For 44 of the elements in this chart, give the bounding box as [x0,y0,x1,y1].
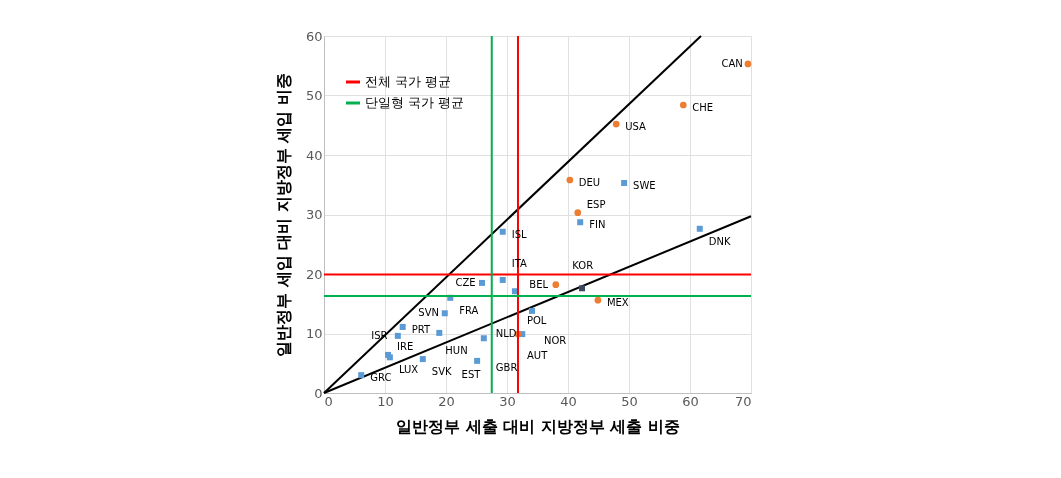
y-tick-label: 30 [305,207,323,222]
annotation: EST [461,368,482,380]
annotation: DNK [708,235,731,247]
annotation: SVN [418,307,439,319]
annotation: CZE [455,276,476,288]
annotation: GRC [370,372,392,384]
x-tick-label: 10 [377,393,394,409]
legend-label: 전체 국가 평균 [365,74,452,89]
annotation: DEU [578,176,601,188]
y-tick-label: 50 [305,88,323,103]
annotation: LUX [398,364,419,376]
y-tick-label: 10 [305,326,323,341]
annotation: ESP [586,198,606,210]
annotation: CHE [692,102,714,114]
annotation: SVK [431,366,453,378]
annotation: CAN [721,57,743,69]
annotation: HUN [445,344,468,356]
x-tick-label: 20 [438,393,455,409]
y-axis-title: 일반정부 세입 대비 지방정부 세입 비중 [273,73,293,357]
x-tick-label: 50 [621,393,638,409]
annotation: KOR [572,260,594,272]
x-tick-label: 30 [499,393,516,409]
annotation: GBR [495,362,518,374]
annotation: SWE [633,179,656,191]
annotation: FRA [459,304,479,316]
annotation: AUT [526,350,549,362]
annotation: NOR [544,334,567,346]
annotation: MEX [606,297,629,309]
y-tick-label: 60 [305,28,323,44]
annotation: PRT [411,323,431,335]
annotation: BEL [529,278,549,290]
y-tick-label: 20 [305,266,323,282]
x-tick-label: 0 [324,393,333,409]
ref-line-label: 단일형 국가 평균 [365,95,465,110]
x-tick-label: 70 [734,393,752,409]
annotation: USA [625,121,647,133]
x-tick-label: 60 [682,393,699,409]
annotation: FIN [589,219,606,231]
y-tick-label: 40 [305,147,323,163]
x-tick-label: 40 [560,393,577,409]
annotation: NLD [495,328,517,340]
x-axis-title: 일반정부 세출 대비 지방정부 세출 비중 [396,416,680,436]
annotation: IRE [397,340,414,352]
annotation: POL [526,315,547,327]
